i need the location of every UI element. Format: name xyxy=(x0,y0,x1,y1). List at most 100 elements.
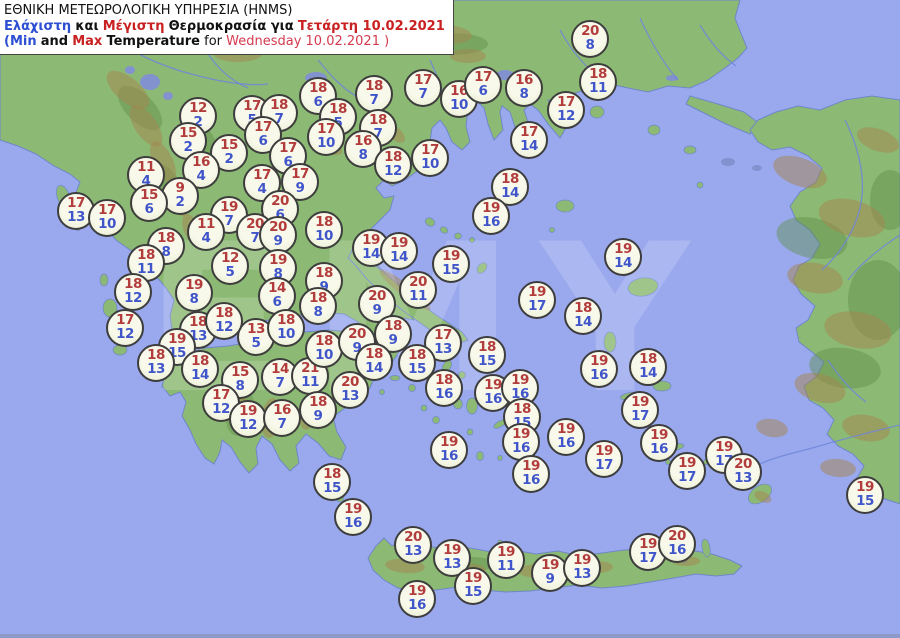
max-temp: 18 xyxy=(574,300,592,317)
min-temp: 10 xyxy=(98,216,116,232)
min-temp: 14 xyxy=(520,138,538,154)
and-label-gr: και xyxy=(75,18,99,34)
min-temp: 15 xyxy=(478,353,496,369)
max-temp: 19 xyxy=(715,439,733,456)
max-temp: 18 xyxy=(270,97,288,114)
temp-bubble: 19 17 xyxy=(585,440,623,478)
max-temp: 13 xyxy=(247,321,265,338)
min-temp: 16 xyxy=(440,448,458,464)
max-temp: 17 xyxy=(254,119,272,136)
max-temp: 20 xyxy=(734,456,752,473)
max-temp: 11 xyxy=(197,216,215,233)
temp-bubble: 19 16 xyxy=(334,498,372,536)
min-temp: 16 xyxy=(435,386,453,402)
min-temp: 8 xyxy=(358,147,368,163)
max-temp: 17 xyxy=(212,387,230,404)
max-temp: 18 xyxy=(215,305,233,322)
min-temp: 15 xyxy=(442,262,460,278)
max-temp: 18 xyxy=(191,353,209,370)
max-temp: 16 xyxy=(354,133,372,150)
min-temp: 13 xyxy=(573,566,591,582)
temp-bubble: 18 14 xyxy=(355,343,393,381)
max-temp: 16 xyxy=(192,154,210,171)
title-greek: Ελάχιστη και Μέγιστη Θερμοκρασία για Τετ… xyxy=(4,19,445,35)
min-temp: 11 xyxy=(409,288,427,304)
temp-bubble: 19 15 xyxy=(846,476,884,514)
max-temp: 18 xyxy=(478,339,496,356)
temp-bubble: 19 16 xyxy=(580,350,618,388)
min-temp: 8 xyxy=(313,304,323,320)
temp-bubble: 17 10 xyxy=(307,118,345,156)
min-temp: 14 xyxy=(639,365,657,381)
temp-bubble: 18 10 xyxy=(305,330,343,368)
min-temp: 12 xyxy=(239,417,257,433)
temp-bubble: 18 8 xyxy=(299,287,337,325)
min-temp: 11 xyxy=(589,80,607,96)
temp-bubble: 18 7 xyxy=(355,75,393,113)
min-temp: 14 xyxy=(614,255,632,271)
max-temp: 17 xyxy=(317,121,335,138)
min-temp: 7 xyxy=(250,230,260,246)
max-temp: 15 xyxy=(179,125,197,142)
min-temp: 4 xyxy=(257,181,267,197)
min-temp: 12 xyxy=(557,108,575,124)
max-temp: 18 xyxy=(501,171,519,188)
temp-bubble: 17 6 xyxy=(464,66,502,104)
temp-bubble: 20 13 xyxy=(394,526,432,564)
min-temp: 9 xyxy=(388,332,398,348)
temp-bubble: 17 10 xyxy=(411,139,449,177)
min-temp: 7 xyxy=(275,375,285,391)
min-temp: 8 xyxy=(189,291,199,307)
max-temp: 19 xyxy=(678,455,696,472)
min-temp: 11 xyxy=(137,261,155,277)
min-temp: 2 xyxy=(175,194,185,210)
max-temp: 19 xyxy=(443,542,461,559)
max-temp: 19 xyxy=(595,443,613,460)
temp-bubble: 16 4 xyxy=(182,151,220,189)
temp-bubble: 20 13 xyxy=(724,453,762,491)
max-temp: 17 xyxy=(291,166,309,183)
min-temp: 13 xyxy=(67,209,85,225)
max-temp: 20 xyxy=(404,529,422,546)
min-temp: 6 xyxy=(283,154,293,170)
min-temp: 16 xyxy=(344,515,362,531)
max-temp: 18 xyxy=(384,318,402,335)
max-temp: 20 xyxy=(271,193,289,210)
max-label-gr: Μέγιστη xyxy=(102,18,165,34)
temp-bubble: 17 12 xyxy=(106,309,144,347)
temp-bubble: 18 12 xyxy=(114,273,152,311)
date-gr: Τετάρτη 10.02.2021 xyxy=(297,18,445,34)
min-temp: 10 xyxy=(317,135,335,151)
min-temp: 7 xyxy=(277,416,287,432)
max-temp: 18 xyxy=(329,101,347,118)
max-temp: 15 xyxy=(231,364,249,381)
temp-bubble: 19 13 xyxy=(563,549,601,587)
max-temp: 18 xyxy=(309,394,327,411)
temp-bubble: 19 16 xyxy=(512,455,550,493)
max-temp: 15 xyxy=(220,137,238,154)
min-temp: 14 xyxy=(574,314,592,330)
min-temp: 16 xyxy=(482,214,500,230)
min-temp: 7 xyxy=(418,86,428,102)
temp-bubble: 15 6 xyxy=(130,184,168,222)
min-temp: 8 xyxy=(161,244,171,260)
min-temp: 2 xyxy=(193,114,203,130)
max-temp: 18 xyxy=(277,312,295,329)
min-temp: 5 xyxy=(251,335,261,351)
temp-bubble: 19 11 xyxy=(487,541,525,579)
min-temp: 12 xyxy=(215,319,233,335)
temp-bubble: 18 14 xyxy=(564,297,602,335)
min-temp: 9 xyxy=(352,340,362,356)
max-temp: 17 xyxy=(243,98,261,115)
max-temp: 18 xyxy=(589,66,607,83)
max-temp: 19 xyxy=(497,544,515,561)
max-temp: 14 xyxy=(271,361,289,378)
max-temp: 17 xyxy=(557,94,575,111)
min-temp: 16 xyxy=(650,441,668,457)
max-temp: 19 xyxy=(484,377,502,394)
max-temp: 18 xyxy=(369,112,387,129)
gallipoli-peninsula xyxy=(685,95,761,135)
temp-bubble: 189 xyxy=(305,262,343,300)
